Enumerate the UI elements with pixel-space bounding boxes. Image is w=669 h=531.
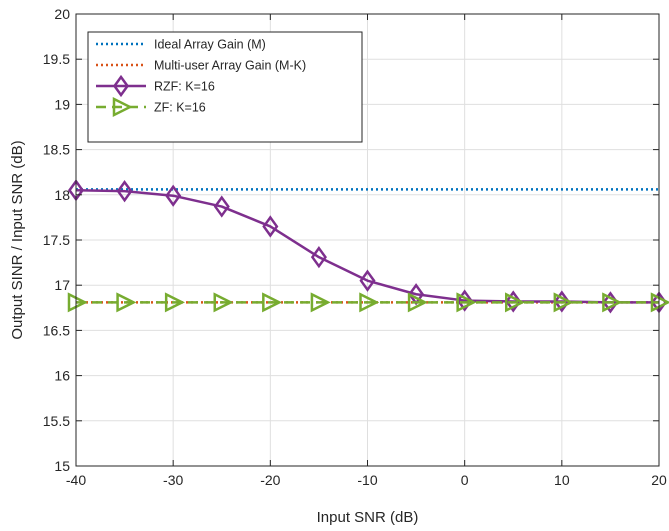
x-tick-label: -30 [163,472,183,488]
series-4-marker [164,292,185,313]
series-3-marker [262,215,279,238]
series-3-marker [213,195,230,218]
x-tick-label: -20 [260,472,280,488]
y-tick-label: 16 [54,368,70,384]
legend-label-3: RZF: K=16 [154,80,215,94]
legend-label-1: Ideal Array Gain (M) [154,38,266,52]
series-4-marker [359,292,380,313]
y-tick-label: 19 [54,96,70,112]
x-tick-label: 0 [461,472,469,488]
series-layer [67,179,669,314]
series-3-marker [165,184,182,207]
legend-marker-4 [112,96,133,118]
legend-label-2: Multi-user Array Gain (M-K) [154,59,306,73]
y-tick-label: 18.5 [43,142,70,158]
series-4-marker [262,292,283,313]
series-4-marker [407,292,428,313]
y-tick-label: 17.5 [43,232,70,248]
series-4-marker [67,292,88,313]
y-axis-label: Output SINR / Input SNR (dB) [9,140,26,339]
y-tick-label: 19.5 [43,51,70,67]
y-tick-label: 17 [54,277,70,293]
series-3-marker [456,289,473,312]
series-4-marker [602,292,623,313]
series-4-marker [116,292,137,313]
series-4-marker [505,292,526,313]
legend-label-4: ZF: K=16 [154,101,206,115]
y-tick-label: 15.5 [43,413,70,429]
x-axis-label: Input SNR (dB) [317,509,419,526]
series-4-marker [553,292,574,313]
series-3-marker [505,290,522,313]
x-tick-label: 20 [651,472,667,488]
series-3-marker [310,246,327,269]
y-tick-label: 16.5 [43,322,70,338]
series-3-marker [553,290,570,313]
y-tick-label: 20 [54,6,70,22]
series-4-marker [456,292,477,313]
y-tick-label: 18 [54,187,70,203]
legend-marker-3 [112,74,130,98]
series-4-marker [213,292,234,313]
x-tick-label: 10 [554,472,570,488]
series-3-marker [116,180,133,203]
series-4 [67,292,669,313]
legend: Ideal Array Gain (M) Multi-user Array Gai… [87,31,363,143]
y-tick-label: 15 [54,458,70,474]
ticks: -40 -30 -20 -10 0 10 20 15 15.5 16 16.5 17 17.5 18 18.… [43,6,667,488]
series-4-marker [650,292,669,313]
x-tick-label: -10 [357,472,377,488]
x-tick-label: -40 [66,472,86,488]
series-3-marker [359,269,376,292]
series-4-marker [310,292,331,313]
